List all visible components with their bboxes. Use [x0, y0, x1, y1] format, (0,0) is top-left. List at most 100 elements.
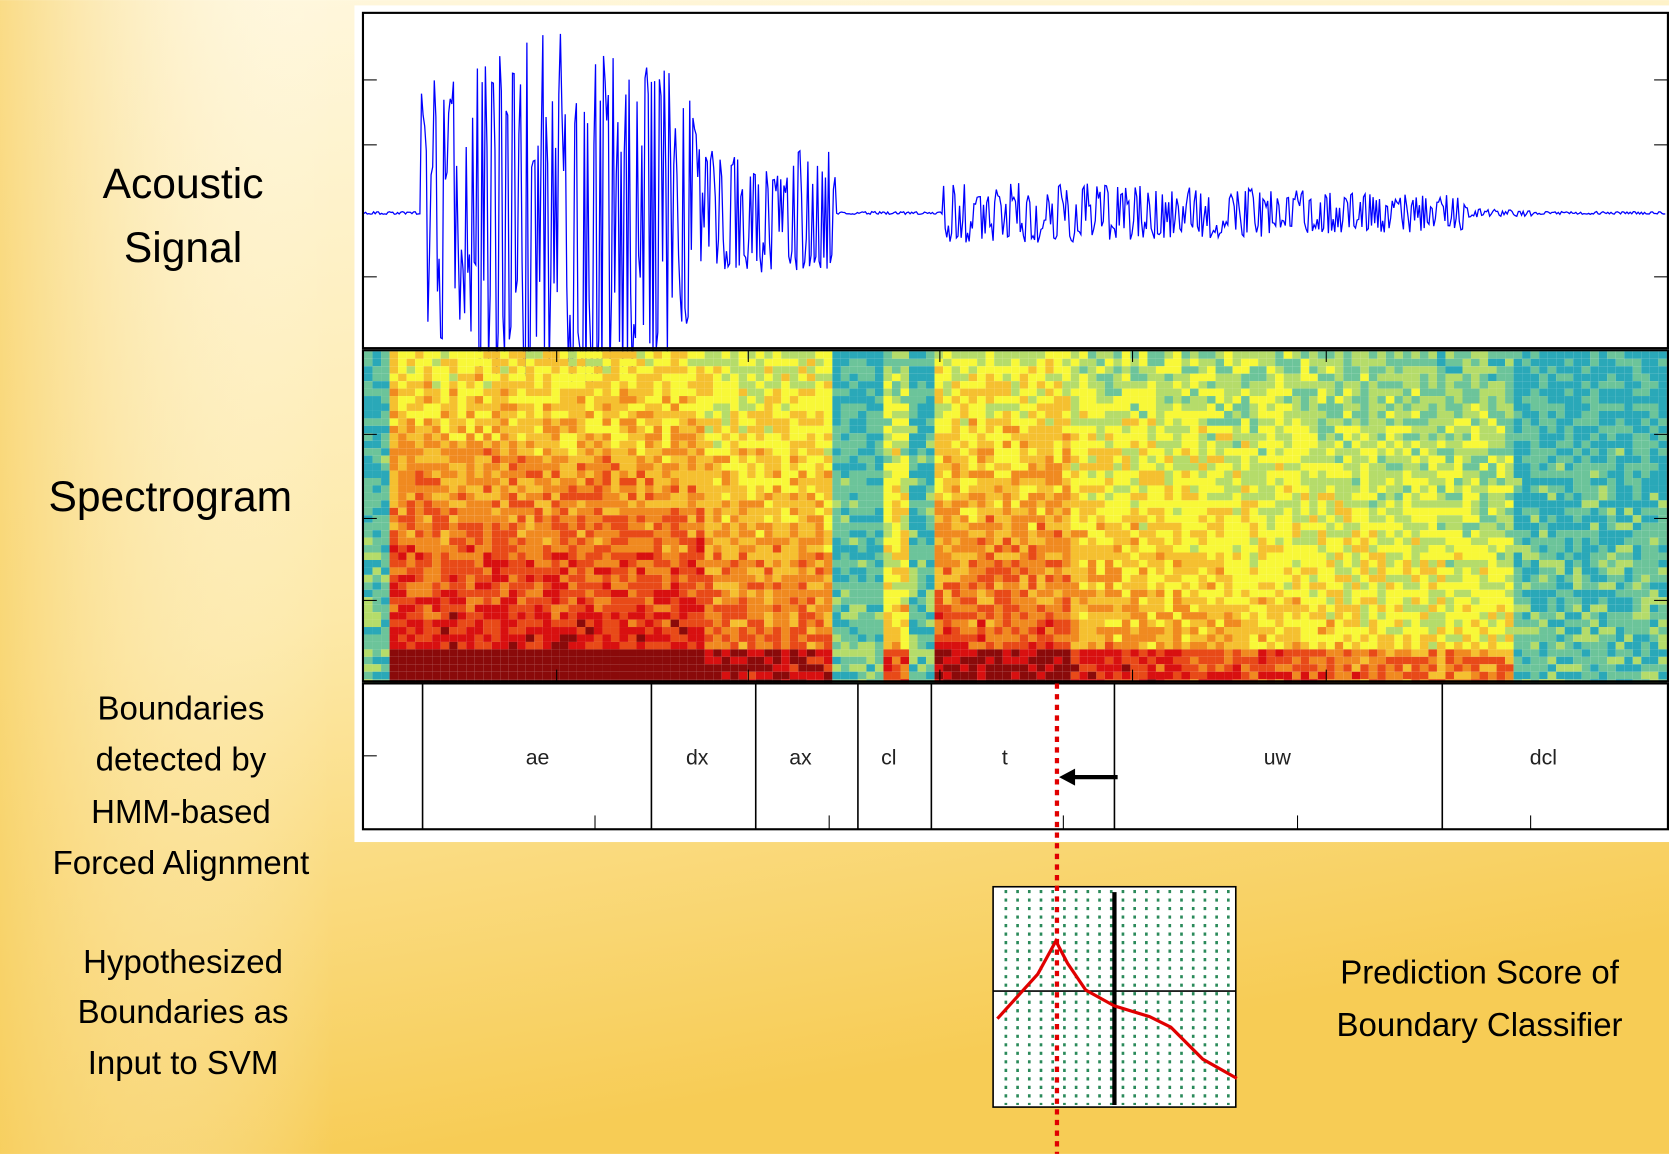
spectrogram-cell [1250, 657, 1259, 664]
spectrogram-cell [611, 553, 620, 560]
spectrogram-cell [1020, 642, 1029, 649]
spectrogram-cell [560, 456, 569, 463]
spectrogram-cell [875, 605, 884, 612]
spectrogram-cell [832, 478, 841, 485]
spectrogram-cell [781, 418, 790, 425]
spectrogram-cell [373, 493, 382, 500]
spectrogram-cell [654, 441, 663, 448]
spectrogram-cell [1011, 381, 1020, 388]
spectrogram-cell [1224, 411, 1233, 418]
spectrogram-cell [585, 396, 594, 403]
spectrogram-cell [424, 560, 433, 567]
spectrogram-cell [883, 366, 892, 373]
spectrogram-cell [492, 396, 501, 403]
spectrogram-cell [1181, 374, 1190, 381]
spectrogram-cell [977, 627, 986, 634]
spectrogram-cell [1275, 433, 1284, 440]
spectrogram-cell [466, 433, 475, 440]
spectrogram-cell [1062, 642, 1071, 649]
spectrogram-cell [1258, 530, 1267, 537]
spectrogram-cell [960, 627, 969, 634]
spectrogram-cell [577, 523, 586, 530]
spectrogram-cell [986, 620, 995, 627]
spectrogram-cell [1147, 418, 1156, 425]
spectrogram-cell [671, 411, 680, 418]
spectrogram-cell [1301, 381, 1310, 388]
spectrogram-cell [969, 545, 978, 552]
spectrogram-cell [781, 553, 790, 560]
spectrogram-cell [517, 642, 526, 649]
spectrogram-cell [1071, 411, 1080, 418]
spectrogram-cell [849, 538, 858, 545]
spectrogram-cell [398, 389, 407, 396]
spectrogram-cell [492, 433, 501, 440]
spectrogram-cell [1233, 649, 1242, 656]
spectrogram-cell [1045, 441, 1054, 448]
spectrogram-cell [1096, 396, 1105, 403]
spectrogram-cell [1079, 456, 1088, 463]
spectrogram-cell [849, 463, 858, 470]
spectrogram-cell [517, 456, 526, 463]
spectrogram-cell [1216, 485, 1225, 492]
spectrogram-cell [1105, 515, 1114, 522]
spectrogram-cell [824, 411, 833, 418]
spectrogram-cell [577, 620, 586, 627]
spectrogram-cell [832, 351, 841, 358]
spectrogram-cell [628, 396, 637, 403]
spectrogram-cell [909, 359, 918, 366]
spectrogram-cell [1105, 441, 1114, 448]
spectrogram-cell [900, 381, 909, 388]
spectrogram-cell [628, 359, 637, 366]
spectrogram-cell [858, 418, 867, 425]
spectrogram-cell [475, 508, 484, 515]
spectrogram-cell [1045, 553, 1054, 560]
spectrogram-cell [1301, 366, 1310, 373]
spectrogram-cell [560, 567, 569, 574]
spectrogram-cell [611, 657, 620, 664]
spectrogram-cell [568, 463, 577, 470]
spectrogram-cell [1003, 657, 1012, 664]
spectrogram-cell [1233, 612, 1242, 619]
spectrogram-cell [866, 463, 875, 470]
spectrogram-cell [585, 597, 594, 604]
spectrogram-cell [637, 530, 646, 537]
spectrogram-cell [1233, 620, 1242, 627]
spectrogram-cell [832, 634, 841, 641]
spectrogram-cell [1241, 590, 1250, 597]
spectrogram-cell [756, 508, 765, 515]
spectrogram-cell [551, 426, 560, 433]
spectrogram-cell [960, 642, 969, 649]
spectrogram-cell [509, 359, 518, 366]
spectrogram-cell [977, 366, 986, 373]
spectrogram-cell [815, 515, 824, 522]
spectrogram-cell [1130, 374, 1139, 381]
spectrogram-cell [526, 493, 535, 500]
spectrogram-cell [1156, 404, 1165, 411]
spectrogram-cell [662, 404, 671, 411]
spectrogram-cell [475, 672, 484, 679]
spectrogram-cell [1062, 590, 1071, 597]
spectrogram-cell [475, 597, 484, 604]
spectrogram-cell [1173, 642, 1182, 649]
spectrogram-cell [1258, 597, 1267, 604]
spectrogram-cell [1164, 433, 1173, 440]
spectrogram-cell [1241, 515, 1250, 522]
spectrogram-cell [866, 381, 875, 388]
spectrogram-cell [1301, 396, 1310, 403]
spectrogram-cell [1079, 605, 1088, 612]
spectrogram-cell [1054, 567, 1063, 574]
spectrogram-cell [1181, 634, 1190, 641]
spectrogram-cell [798, 590, 807, 597]
spectrogram-cell [679, 523, 688, 530]
spectrogram-cell [866, 359, 875, 366]
spectrogram-cell [577, 433, 586, 440]
spectrogram-cell [798, 545, 807, 552]
spectrogram-cell [1105, 560, 1114, 567]
spectrogram-cell [637, 441, 646, 448]
spectrogram-cell [1130, 404, 1139, 411]
spectrogram-cell [1011, 612, 1020, 619]
spectrogram-cell [500, 672, 509, 679]
spectrogram-cell [475, 612, 484, 619]
spectrogram-cell [1130, 500, 1139, 507]
spectrogram-cell [892, 471, 901, 478]
